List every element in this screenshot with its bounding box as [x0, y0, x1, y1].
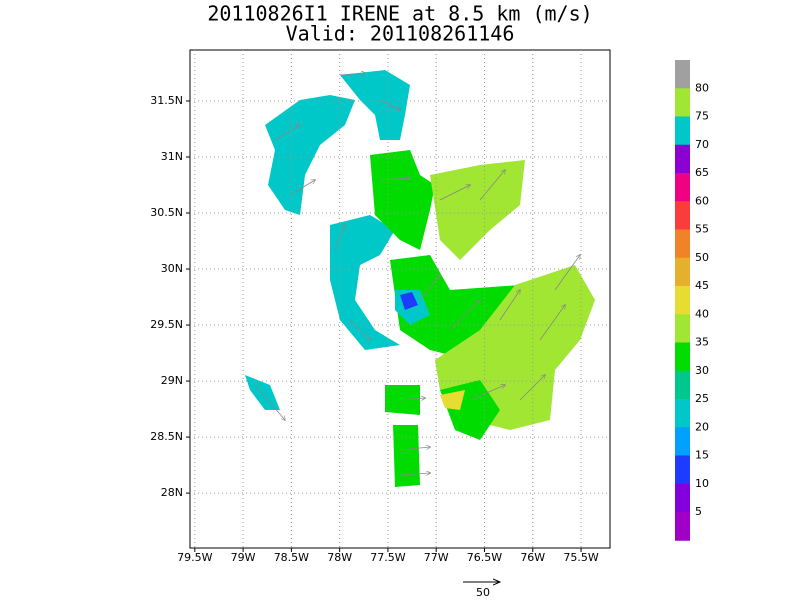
colorbar-swatch [675, 88, 690, 117]
colorbar-swatch [675, 201, 690, 230]
x-tick-label: 77W [424, 551, 449, 564]
colorbar-swatch [675, 286, 690, 315]
colorbar-label: 40 [695, 307, 709, 320]
colorbar-swatch [675, 342, 690, 372]
x-tick-label: 77.5W [370, 551, 405, 564]
wind-field [245, 70, 595, 487]
colorbar-swatch [675, 483, 690, 513]
colorbar-swatch [675, 370, 690, 400]
colorbar-label: 70 [695, 138, 709, 151]
title-line: Valid: 201108261146 [286, 22, 515, 46]
reference-label: 50 [476, 586, 490, 599]
x-tick-label: 76.5W [467, 551, 502, 564]
y-tick-label: 29.5N [150, 318, 183, 331]
colorbar-label: 50 [695, 251, 709, 264]
colorbar-swatch [675, 314, 690, 343]
colorbar-label: 80 [695, 81, 709, 94]
y-tick-label: 30.5N [150, 206, 183, 219]
colorbar-label: 30 [695, 364, 709, 377]
y-tick-label: 28N [161, 486, 183, 499]
colorbar-label: 25 [695, 392, 709, 405]
colorbar-label: 55 [695, 223, 709, 236]
colorbar-label: 65 [695, 166, 709, 179]
y-tick-label: 31N [161, 150, 183, 163]
colorbar-label: 35 [695, 336, 709, 349]
x-tick-label: 76W [520, 551, 545, 564]
colorbar-label: 45 [695, 279, 709, 292]
colorbar-label: 5 [695, 505, 702, 518]
x-tick-label: 75.5W [563, 551, 598, 564]
colorbar-label: 75 [695, 110, 709, 123]
x-tick-label: 78W [327, 551, 352, 564]
colorbar-label: 10 [695, 477, 709, 490]
colorbar-swatch [675, 257, 690, 287]
x-tick-label: 78.5W [274, 551, 309, 564]
y-tick-label: 28.5N [150, 430, 183, 443]
y-tick-label: 30N [161, 262, 183, 275]
x-tick-label: 79.5W [177, 551, 212, 564]
y-tick-label: 31.5N [150, 94, 183, 107]
colorbar-swatch [675, 455, 690, 485]
colorbar-swatch [675, 229, 690, 259]
colorbar-label: 20 [695, 420, 709, 433]
colorbar-swatch [675, 399, 690, 428]
colorbar-swatch [675, 512, 690, 541]
colorbar-swatch [675, 173, 690, 202]
colorbar-swatch [675, 427, 690, 456]
y-tick-label: 29N [161, 374, 183, 387]
colorbar-swatch [675, 144, 690, 174]
colorbar-swatch [675, 60, 690, 89]
colorbar-label: 15 [695, 449, 709, 462]
x-tick-label: 79W [231, 551, 256, 564]
title-line: 20110826I1 IRENE at 8.5 km (m/s) [207, 2, 592, 26]
colorbar-swatch [675, 116, 690, 146]
map-frame [189, 49, 611, 549]
colorbar-label: 60 [695, 194, 709, 207]
